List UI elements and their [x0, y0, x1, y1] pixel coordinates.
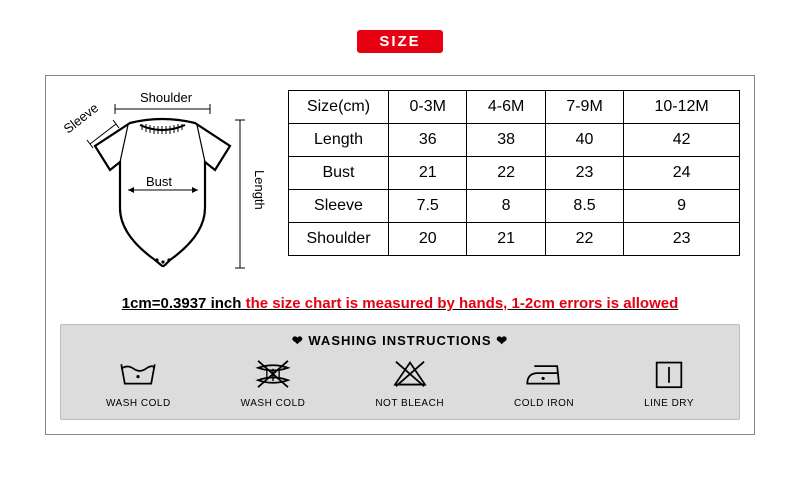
- cell: 7.5: [389, 190, 467, 223]
- cell: 22: [467, 157, 545, 190]
- row-shoulder: Shoulder 20 21 22 23: [289, 223, 740, 256]
- no-wring-icon: [251, 355, 295, 393]
- cell: 24: [624, 157, 740, 190]
- note-tolerance: the size chart is measured by hands, 1-2…: [246, 295, 679, 312]
- wash-label: WASH COLD: [241, 398, 306, 409]
- cold-iron-icon: [522, 355, 566, 393]
- row-sleeve: Sleeve 7.5 8 8.5 9: [289, 190, 740, 223]
- cell: Sleeve: [289, 190, 389, 223]
- cell: 23: [545, 157, 623, 190]
- cell: 38: [467, 124, 545, 157]
- note-conversion: 1cm=0.3937 inch: [122, 295, 246, 312]
- th-4-6m: 4-6M: [467, 91, 545, 124]
- measurement-note: 1cm=0.3937 inch the size chart is measur…: [60, 295, 740, 312]
- cell: 40: [545, 124, 623, 157]
- row-length: Length 36 38 40 42: [289, 124, 740, 157]
- upper-row: Shoulder Sleeve: [60, 90, 740, 285]
- wash-item-no-bleach: NOT BLEACH: [375, 355, 444, 409]
- cell: Bust: [289, 157, 389, 190]
- cell: Shoulder: [289, 223, 389, 256]
- cell: 8.5: [545, 190, 623, 223]
- label-shoulder: Shoulder: [140, 90, 193, 105]
- garment-diagram: Shoulder Sleeve: [60, 90, 270, 285]
- th-7-9m: 7-9M: [545, 91, 623, 124]
- row-bust: Bust 21 22 23 24: [289, 157, 740, 190]
- cell: 42: [624, 124, 740, 157]
- th-10-12m: 10-12M: [624, 91, 740, 124]
- cell: 21: [389, 157, 467, 190]
- wash-label: COLD IRON: [514, 398, 574, 409]
- th-size: Size(cm): [289, 91, 389, 124]
- wash-item-no-wring: WASH COLD: [241, 355, 306, 409]
- size-table: Size(cm) 0-3M 4-6M 7-9M 10-12M Length 36…: [288, 90, 740, 256]
- size-panel: Shoulder Sleeve: [45, 75, 755, 435]
- cell: 20: [389, 223, 467, 256]
- label-bust: Bust: [146, 174, 172, 189]
- wash-item-cold: WASH COLD: [106, 355, 171, 409]
- cell: 23: [624, 223, 740, 256]
- label-length: Length: [252, 170, 267, 210]
- no-bleach-icon: [388, 355, 432, 393]
- cell: 9: [624, 190, 740, 223]
- wash-cold-icon: [116, 355, 160, 393]
- wash-item-cold-iron: COLD IRON: [514, 355, 574, 409]
- label-sleeve: Sleeve: [61, 100, 102, 136]
- wash-label: LINE DRY: [644, 398, 694, 409]
- wash-label: NOT BLEACH: [375, 398, 444, 409]
- washing-title: ❤ WASHING INSTRUCTIONS ❤: [71, 333, 729, 349]
- cell: Length: [289, 124, 389, 157]
- washing-instructions: ❤ WASHING INSTRUCTIONS ❤ WASH COLD: [60, 324, 740, 420]
- cell: 22: [545, 223, 623, 256]
- cell: 8: [467, 190, 545, 223]
- cell: 21: [467, 223, 545, 256]
- line-dry-icon: [647, 355, 691, 393]
- th-0-3m: 0-3M: [389, 91, 467, 124]
- size-badge: SIZE: [357, 30, 442, 53]
- cell: 36: [389, 124, 467, 157]
- wash-label: WASH COLD: [106, 398, 171, 409]
- washing-row: WASH COLD WASH COLD: [71, 355, 729, 409]
- table-header-row: Size(cm) 0-3M 4-6M 7-9M 10-12M: [289, 91, 740, 124]
- wash-item-line-dry: LINE DRY: [644, 355, 694, 409]
